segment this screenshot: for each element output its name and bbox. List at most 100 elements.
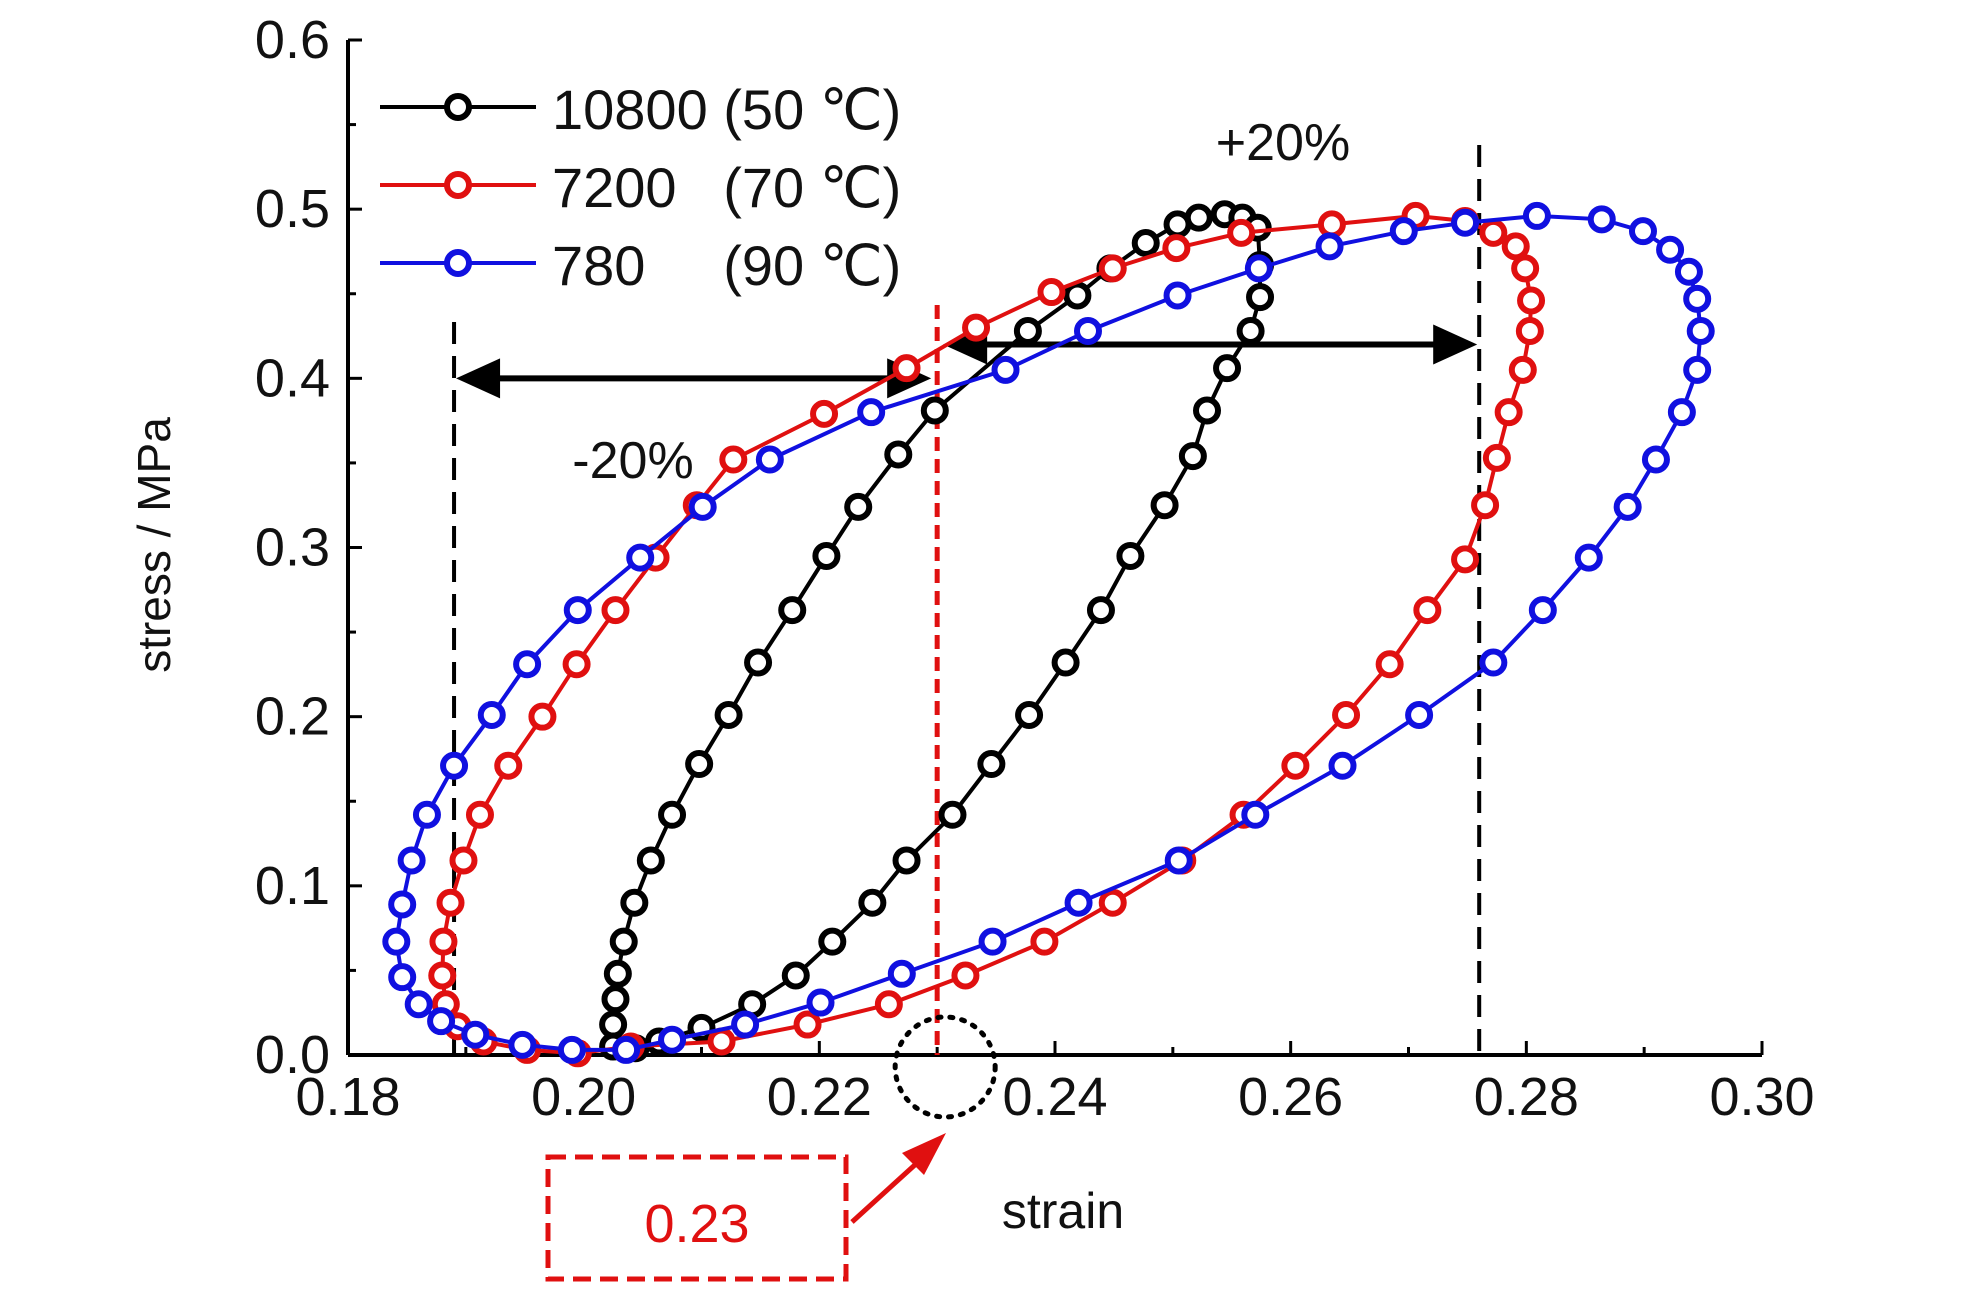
data-point [1328, 751, 1357, 780]
data-point [1098, 888, 1127, 917]
data-point [844, 492, 873, 521]
y-tick-label: 0.2 [255, 687, 330, 747]
data-point [388, 890, 417, 919]
data-point [513, 650, 542, 679]
data-point [599, 1010, 628, 1039]
data-point [1317, 210, 1346, 239]
data-point [1482, 443, 1511, 472]
data-point [1405, 700, 1434, 729]
data-point [1163, 281, 1192, 310]
data-point [1683, 355, 1712, 384]
data-point [603, 959, 632, 988]
data-point [884, 440, 913, 469]
data-point [1515, 316, 1544, 345]
y-tick-label: 0.0 [255, 1025, 330, 1085]
legend-label: 10800 (50 ℃) [552, 78, 901, 141]
data-point [991, 355, 1020, 384]
data-point [465, 800, 494, 829]
data-point [1574, 543, 1603, 572]
data-point [1246, 283, 1275, 312]
data-point [818, 927, 847, 956]
data-point [1213, 354, 1242, 383]
data-point [755, 445, 784, 474]
data-point [1501, 232, 1530, 261]
data-point [1315, 232, 1344, 261]
data-point [1193, 396, 1222, 425]
data-point [892, 846, 921, 875]
data-point [626, 543, 655, 572]
x-tick-label: 0.22 [767, 1067, 872, 1127]
data-point [812, 541, 841, 570]
data-point [1587, 205, 1616, 234]
callout-arrow [850, 1133, 946, 1224]
series-3 [382, 201, 1715, 1064]
data-point [620, 888, 649, 917]
y-tick-label: 0.4 [255, 348, 330, 408]
data-point [1184, 203, 1213, 232]
data-point [1479, 218, 1508, 247]
highlight-dotted-circle [892, 1014, 998, 1120]
data-point [612, 1035, 641, 1064]
data-point [1116, 541, 1145, 570]
data-point [429, 927, 458, 956]
data-point [1332, 700, 1361, 729]
data-point [810, 399, 839, 428]
data-point [1522, 201, 1551, 230]
data-point [781, 961, 810, 990]
data-point [1494, 398, 1523, 427]
data-point [1517, 286, 1546, 315]
data-point [1656, 235, 1685, 264]
data-point [562, 650, 591, 679]
data-point [1150, 491, 1179, 520]
data-point [938, 800, 967, 829]
legend-entry: 7200 (70 ℃) [380, 156, 901, 219]
data-point [1451, 545, 1480, 574]
data-point [1073, 316, 1102, 345]
data-point [1613, 492, 1642, 521]
data-point [1030, 927, 1059, 956]
data-point [731, 1010, 760, 1039]
data-point [1098, 254, 1127, 283]
data-point [951, 961, 980, 990]
data-point [1628, 217, 1657, 246]
data-point [658, 1025, 687, 1054]
data-point [1281, 751, 1310, 780]
data-point [428, 961, 457, 990]
data-point [887, 959, 916, 988]
data-point [1162, 234, 1191, 263]
data-point [892, 354, 921, 383]
left-span-label: -20% [572, 432, 693, 490]
data-point [412, 800, 441, 829]
data-point [404, 990, 433, 1019]
callout-box [545, 1154, 849, 1282]
data-point [707, 1027, 736, 1056]
data-point [1086, 596, 1115, 625]
data-point [1063, 281, 1092, 310]
data-point [1389, 217, 1418, 246]
y-axis-label: stress / MPa [128, 417, 180, 673]
data-point [494, 751, 523, 780]
data-point [1471, 491, 1500, 520]
data-point [793, 1010, 822, 1039]
x-tick-label: 0.28 [1474, 1067, 1579, 1127]
x-tick-label: 0.26 [1238, 1067, 1343, 1127]
data-point [1244, 254, 1273, 283]
data-point [1037, 278, 1066, 307]
data-point [563, 596, 592, 625]
data-point [440, 751, 469, 780]
data-point [1131, 229, 1160, 257]
data-point [1064, 888, 1093, 917]
data-point [1227, 218, 1256, 247]
data-point [609, 927, 638, 956]
data-point [962, 313, 991, 342]
data-point [977, 750, 1006, 779]
data-point [1241, 800, 1270, 829]
data-point [1511, 254, 1540, 283]
series-line [394, 213, 1703, 1052]
legend: 10800 (50 ℃) 7200 (70 ℃) 780 (90 ℃) [372, 70, 912, 298]
legend-label: 7200 (70 ℃) [552, 156, 901, 219]
data-point [382, 927, 411, 956]
data-point [719, 445, 748, 474]
data-point [688, 492, 717, 521]
